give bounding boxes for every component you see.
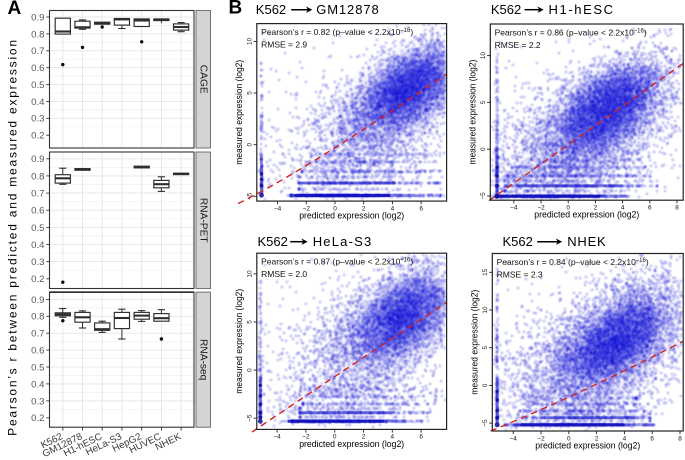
svg-text:0.5: 0.5 [31, 80, 44, 91]
svg-text:CAGE: CAGE [198, 65, 209, 94]
svg-text:0.9: 0.9 [31, 154, 44, 165]
svg-text:−2: −2 [302, 434, 310, 441]
svg-text:0.8: 0.8 [31, 312, 44, 323]
svg-text:0.4: 0.4 [31, 379, 45, 390]
svg-text:5: 5 [482, 345, 489, 349]
svg-text:0.9: 0.9 [31, 295, 44, 306]
svg-text:6: 6 [419, 434, 423, 441]
svg-text:GM12878: GM12878 [316, 2, 379, 17]
svg-text:0: 0 [246, 368, 253, 372]
svg-text:8: 8 [675, 205, 679, 212]
svg-text:RMSE = 2.2: RMSE = 2.2 [495, 40, 541, 50]
svg-text:0.4: 0.4 [31, 97, 45, 108]
svg-text:B: B [229, 0, 243, 19]
svg-text:0.8: 0.8 [31, 29, 44, 40]
svg-text:10: 10 [246, 270, 253, 278]
svg-text:−4: −4 [510, 435, 518, 442]
svg-text:−5: −5 [482, 419, 489, 427]
svg-text:2: 2 [362, 434, 366, 441]
svg-text:0.6: 0.6 [31, 206, 44, 217]
svg-text:0: 0 [567, 435, 571, 442]
svg-text:2: 2 [362, 205, 366, 212]
svg-text:0.4: 0.4 [31, 240, 45, 251]
svg-text:−4: −4 [274, 205, 282, 212]
svg-text:−2: −2 [537, 435, 545, 442]
svg-text:predicted expression (log2): predicted expression (log2) [299, 438, 404, 449]
svg-text:0.8: 0.8 [31, 171, 44, 182]
svg-text:predicted expression (log2): predicted expression (log2) [534, 209, 639, 220]
svg-text:A: A [8, 0, 22, 19]
svg-text:6: 6 [650, 435, 654, 442]
svg-text:measured expression (log2): measured expression (log2) [233, 289, 244, 394]
svg-text:4: 4 [623, 435, 627, 442]
svg-text:Pearson’s r = 0.82 (p–value <: Pearson’s r = 0.82 (p–value < 2.2x10–16) [261, 27, 413, 37]
svg-text:0.6: 0.6 [31, 346, 44, 357]
svg-text:0: 0 [333, 434, 337, 441]
svg-text:Pearson’s r = 0.84 (p–value <: Pearson’s r = 0.84 (p–value < 2.2x10–16) [497, 257, 649, 267]
svg-text:0.2: 0.2 [31, 274, 44, 285]
svg-text:predicted expression (log2): predicted expression (log2) [535, 440, 640, 451]
svg-text:Pearson’s r between predicted: Pearson’s r between predicted and measur… [6, 38, 20, 436]
svg-text:10: 10 [246, 37, 253, 45]
svg-text:0: 0 [333, 205, 337, 212]
svg-text:−4: −4 [273, 434, 281, 441]
svg-text:0.7: 0.7 [31, 329, 44, 340]
svg-text:K562: K562 [256, 2, 286, 17]
svg-text:RNA-seq: RNA-seq [198, 339, 209, 381]
svg-text:2: 2 [595, 435, 599, 442]
svg-text:H1-hESC: H1-hESC [549, 2, 615, 17]
svg-text:4: 4 [621, 205, 625, 212]
svg-text:0.3: 0.3 [31, 257, 44, 268]
svg-text:0: 0 [246, 142, 253, 146]
svg-text:10: 10 [482, 306, 489, 314]
svg-text:0: 0 [482, 383, 489, 387]
svg-text:0.6: 0.6 [31, 63, 44, 74]
svg-text:0.2: 0.2 [31, 131, 44, 142]
svg-text:0.2: 0.2 [31, 413, 44, 424]
svg-text:−2: −2 [537, 205, 545, 212]
svg-text:0.3: 0.3 [31, 114, 44, 125]
svg-text:5: 5 [246, 320, 253, 324]
svg-text:0.7: 0.7 [31, 189, 44, 200]
svg-text:NHEK: NHEK [567, 234, 606, 249]
svg-text:5: 5 [246, 91, 253, 95]
svg-text:HeLa-S3: HeLa-S3 [313, 234, 373, 249]
svg-text:6: 6 [648, 205, 652, 212]
svg-text:10: 10 [480, 52, 487, 60]
svg-text:0.7: 0.7 [31, 46, 44, 57]
svg-text:−5: −5 [246, 192, 253, 200]
svg-text:2: 2 [594, 205, 598, 212]
svg-text:K562: K562 [503, 234, 533, 249]
svg-text:0.3: 0.3 [31, 396, 44, 407]
svg-text:RMSE = 2.3: RMSE = 2.3 [497, 269, 543, 279]
svg-text:−2: −2 [303, 205, 311, 212]
svg-text:6: 6 [419, 205, 423, 212]
svg-text:8: 8 [678, 435, 682, 442]
svg-text:4: 4 [391, 205, 395, 212]
svg-text:measured expression (log2): measured expression (log2) [469, 290, 480, 395]
svg-text:0.5: 0.5 [31, 362, 44, 373]
svg-text:K562: K562 [491, 2, 521, 17]
svg-text:RMSE = 2.0: RMSE = 2.0 [261, 269, 307, 279]
svg-text:5: 5 [480, 100, 487, 104]
svg-text:−5: −5 [480, 192, 487, 200]
svg-text:0: 0 [566, 205, 570, 212]
svg-text:Pearson’s r = 0.86 (p–value <: Pearson’s r = 0.86 (p–value < 2.2x10–16) [495, 27, 647, 37]
svg-text:predicted expression (log2): predicted expression (log2) [299, 210, 404, 221]
svg-text:15: 15 [482, 268, 489, 276]
svg-text:−5: −5 [246, 414, 253, 422]
svg-text:K562: K562 [258, 234, 288, 249]
svg-text:measured expression (log2): measured expression (log2) [467, 60, 478, 165]
svg-text:−4: −4 [510, 205, 518, 212]
svg-text:measured expression (log2): measured expression (log2) [233, 60, 244, 165]
svg-text:0.9: 0.9 [31, 12, 44, 23]
svg-text:RNA-PET: RNA-PET [198, 198, 209, 243]
svg-text:Pearson’s r = 0.87 (p–value <: Pearson’s r = 0.87 (p–value < 2.2x10–16) [261, 257, 413, 267]
svg-text:0: 0 [480, 147, 487, 151]
svg-text:0.5: 0.5 [31, 223, 44, 234]
svg-text:4: 4 [391, 434, 395, 441]
svg-text:RMSE = 2.9: RMSE = 2.9 [261, 39, 307, 49]
